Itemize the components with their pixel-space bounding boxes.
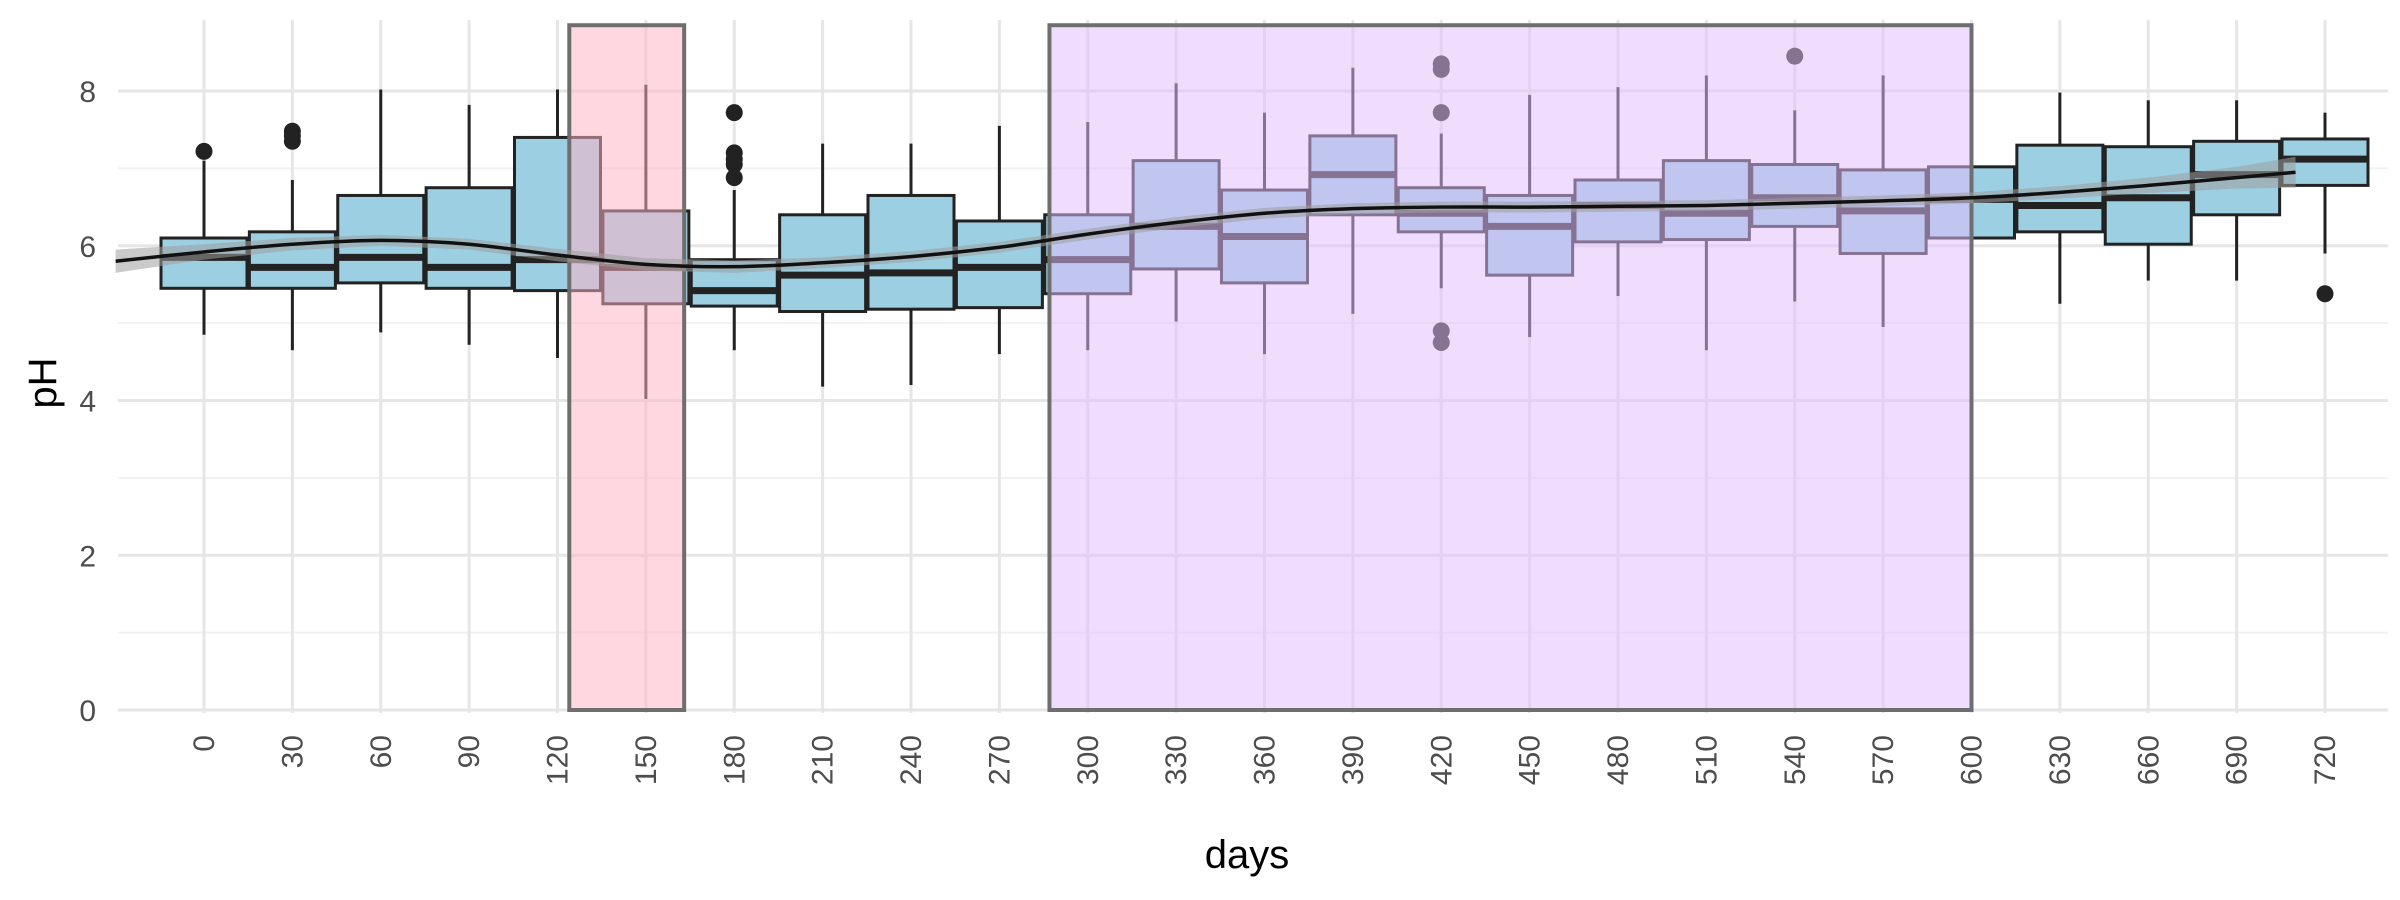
y-tick-label: 2 [79, 540, 96, 573]
x-tick-label: 420 [1425, 735, 1458, 785]
x-tick-label: 720 [2309, 735, 2342, 785]
boxplot [336, 89, 426, 333]
highlight-region-pink [567, 23, 687, 712]
boxplot [159, 142, 249, 335]
x-tick-label: 270 [983, 735, 1016, 785]
x-tick-label: 210 [807, 735, 840, 785]
smooth-band [115, 156, 2296, 273]
x-tick-label: 0 [188, 735, 221, 752]
x-tick-label: 450 [1514, 735, 1547, 785]
boxplot [424, 104, 514, 345]
x-tick-label: 540 [1779, 735, 1812, 785]
x-tick-label: 300 [1072, 735, 1105, 785]
box-outlier [2316, 285, 2334, 303]
x-tick-label: 360 [1249, 735, 1282, 785]
y-tick-label: 4 [79, 386, 96, 419]
x-tick-label: 690 [2221, 735, 2254, 785]
x-tick-label: 240 [895, 735, 928, 785]
smooth-line [115, 170, 2296, 269]
x-tick-labels: 0 30 60 90 120 150 180 210 240 270 300 330 360 390 420… [188, 735, 2342, 785]
x-tick-label: 60 [365, 735, 398, 768]
box-outlier [725, 144, 743, 162]
y-tick-label: 0 [79, 695, 96, 728]
y-tick-label: 8 [79, 76, 96, 109]
x-tick-label: 570 [1867, 735, 1900, 785]
box-outlier [283, 122, 301, 140]
boxplot [866, 143, 956, 386]
boxplot [954, 125, 1044, 355]
x-tick-label: 330 [1160, 735, 1193, 785]
smooth-line-layer [115, 170, 2296, 269]
x-tick-label: 120 [542, 735, 575, 785]
y-tick-labels: 0 2 4 6 8 [79, 76, 96, 728]
box-outlier [725, 104, 743, 122]
x-tick-label: 630 [2044, 735, 2077, 785]
highlight-region-purple [1047, 23, 1974, 712]
x-tick-label: 150 [630, 735, 663, 785]
x-tick-label: 480 [1602, 735, 1635, 785]
y-axis-title: pH [21, 357, 65, 408]
boxplot [2192, 100, 2282, 281]
x-tick-label: 180 [718, 735, 751, 785]
x-tick-label: 660 [2132, 735, 2165, 785]
x-tick-label: 390 [1337, 735, 1370, 785]
x-axis-title: days [1205, 833, 1290, 877]
y-tick-label: 6 [79, 231, 96, 264]
boxplot [2280, 112, 2370, 303]
x-tick-label: 510 [1690, 735, 1723, 785]
box-outlier [195, 142, 213, 160]
x-tick-label: 30 [276, 735, 309, 768]
x-tick-label: 600 [1956, 735, 1989, 785]
smooth-confidence-band [115, 156, 2296, 273]
box-outlier [725, 169, 743, 187]
x-tick-label: 90 [453, 735, 486, 768]
highlight-regions [567, 23, 1974, 712]
